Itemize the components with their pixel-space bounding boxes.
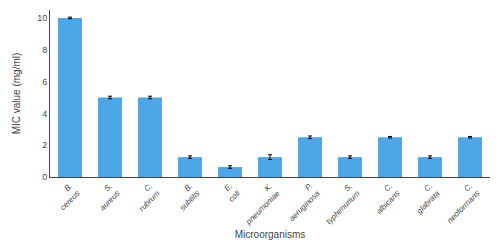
svg-text:8: 8: [42, 45, 47, 55]
svg-text:4: 4: [42, 109, 47, 119]
svg-text:10: 10: [37, 13, 47, 23]
svg-text:P.aeruginosa: P.aeruginosa: [280, 181, 322, 223]
svg-text:Microorganisms: Microorganisms: [235, 229, 306, 240]
svg-text:2: 2: [42, 140, 47, 150]
svg-text:0: 0: [42, 172, 47, 182]
svg-text:B.subtilis: B.subtilis: [171, 181, 202, 212]
svg-text:K.pneumoniae: K.pneumoniae: [236, 181, 282, 227]
svg-text:S.aureus: S.aureus: [91, 181, 122, 212]
svg-text:MIC value (mg/ml): MIC value (mg/ml): [11, 53, 22, 135]
svg-text:S.typhimurium: S.typhimurium: [317, 181, 362, 226]
svg-text:C.glabrata: C.glabrata: [407, 181, 442, 216]
svg-text:C.neoformans: C.neoformans: [438, 181, 482, 225]
svg-text:C.rubrum: C.rubrum: [130, 181, 162, 213]
svg-text:E.coli: E.coli: [219, 181, 241, 203]
svg-text:B.cereus: B.cereus: [51, 181, 82, 212]
svg-text:6: 6: [42, 77, 47, 87]
svg-text:C.albicans: C.albicans: [367, 181, 401, 215]
